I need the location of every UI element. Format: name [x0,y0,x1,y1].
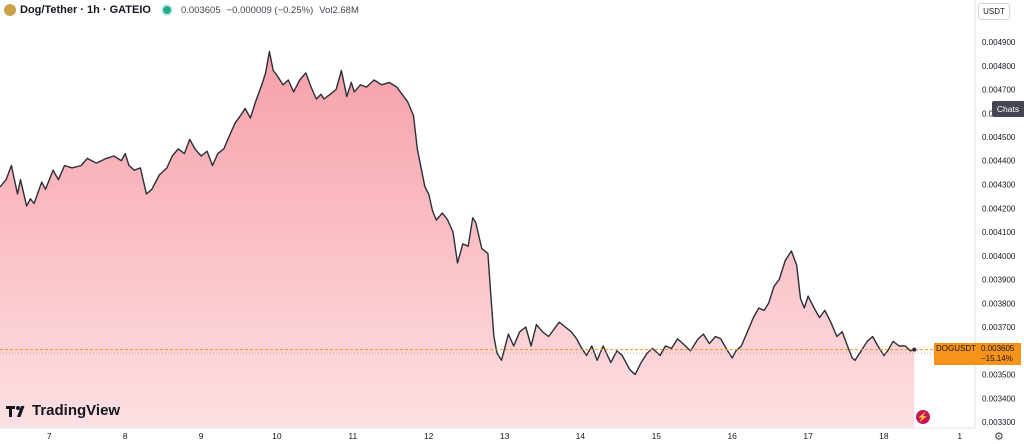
currency-button[interactable]: USDT [978,3,1010,20]
price-axis-tick-label: 0.004700 [982,86,1016,95]
price-axis-tick-label: 0.003900 [982,276,1016,285]
time-axis-tick-label: 11 [348,431,357,441]
header-change: −0.000009 (−0.25%) [226,4,314,16]
time-axis-tick-label: 16 [727,431,737,441]
time-axis-tick-label: 12 [424,431,434,441]
last-price-dot [912,347,917,352]
price-tag-symbol: DOGUSDT [936,344,976,353]
price-axis-tick-label: 0.004400 [982,157,1016,166]
price-axis-tick-label: 0.003800 [982,299,1016,308]
price-axis-tick-label: 0.004100 [982,228,1016,237]
price-tag: DOGUSDT 0.003605 −15.14% [934,343,1021,365]
dog-coin-icon [4,4,16,16]
price-axis-tick-label: 0.004200 [982,204,1016,213]
price-axis-tick-label: 0.003700 [982,323,1016,332]
tradingview-logo-icon [6,405,25,417]
time-axis-tick-label: 14 [576,431,586,441]
price-tag-price: 0.003605 [981,344,1015,353]
price-axis-tick-label: 0.003300 [982,418,1016,427]
header-price: 0.003605 [180,4,221,16]
volume-label: Vol [319,4,333,16]
price-area-fill [0,51,915,428]
settings-gear-icon[interactable]: ⚙ [994,431,1004,443]
price-axis: 0.0033000.0034000.0035000.0036000.003700… [982,38,1016,427]
price-axis-tick-label: 0.003400 [982,394,1016,403]
time-axis-tick-label: 10 [272,431,282,441]
volume-value: 2.68M [332,4,359,16]
price-axis-tick-label: 0.004300 [982,181,1016,190]
time-axis-tick-label: 13 [500,431,510,441]
chats-button[interactable]: Chats [992,101,1024,117]
time-axis-tick-label: 7 [47,431,52,441]
price-axis-tick-label: 0.004000 [982,252,1016,261]
price-line [0,50,915,376]
lightning-icon[interactable]: ⚡ [916,410,930,424]
time-axis-tick-label: 1 [957,431,962,441]
time-axis-tick-label: 17 [803,431,813,441]
price-tag-change: −15.14% [981,354,1013,363]
price-axis-tick-label: 0.004500 [982,133,1016,142]
tradingview-logo-text: TradingView [32,402,121,419]
price-axis-tick-label: 0.003500 [982,371,1016,380]
time-axis-tick-label: 8 [123,431,128,441]
price-axis-tick-label: 0.004800 [982,62,1016,71]
time-axis-tick-label: 15 [652,431,662,441]
area-layer [0,50,975,428]
market-open-icon [162,6,171,14]
symbol-title[interactable]: Dog/Tether · 1h · GATEIO [20,4,151,16]
time-axis: 7 8 9 10 11 12 13 14 15 16 17 18 1 [47,431,962,441]
time-axis-tick-label: 18 [879,431,889,441]
price-axis-tick-label: 0.004900 [982,38,1016,47]
tradingview-logo[interactable]: TradingView [6,402,120,419]
time-axis-tick-label: 9 [199,431,204,441]
symbol-header[interactable]: Dog/Tether · 1h · GATEIO 0.003605 −0.000… [4,2,359,18]
